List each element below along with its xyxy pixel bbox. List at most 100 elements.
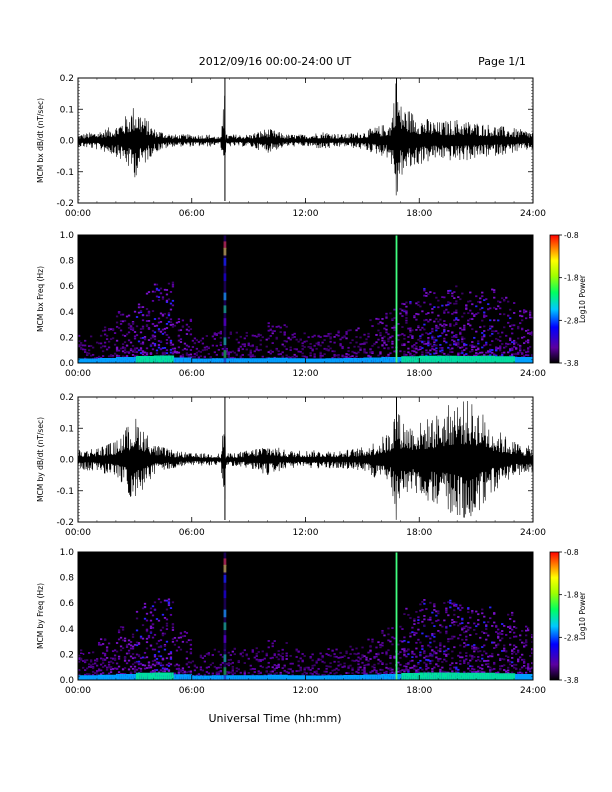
- low-frequency-band: [473, 356, 476, 363]
- spectrogram-cell: [397, 661, 400, 664]
- spectrogram-cell: [305, 340, 308, 343]
- spectrogram-cell: [493, 353, 496, 356]
- spectrogram-cell: [405, 662, 408, 665]
- spectrogram-cell: [137, 643, 141, 645]
- spectrogram-cell: [145, 320, 149, 322]
- spectrogram-cell: [357, 351, 360, 354]
- spectrogram-cell: [433, 344, 436, 347]
- spectrogram-cell: [161, 314, 165, 317]
- spectrogram-cell: [231, 668, 234, 670]
- spectrogram-cell: [357, 660, 360, 663]
- x-tick-label: 00:00: [65, 209, 91, 219]
- low-frequency-band: [361, 675, 364, 680]
- spectrogram-cell: [303, 346, 306, 348]
- spectrogram-cell: [241, 348, 244, 351]
- spectrogram-cell: [163, 353, 167, 355]
- spectrogram-cell: [147, 636, 151, 639]
- spectrogram-cell: [441, 347, 444, 349]
- spectrogram-cell: [343, 655, 346, 657]
- spectrogram-cell: [373, 342, 376, 345]
- spectrogram-cell: [97, 669, 101, 672]
- spectrogram-cell: [457, 343, 460, 346]
- spectrogram-cell: [271, 656, 274, 659]
- spectrogram-cell: [267, 640, 270, 642]
- spectrogram-cell: [363, 667, 366, 669]
- spectrogram-cell: [145, 637, 149, 640]
- low-frequency-band: [237, 358, 240, 363]
- spectrogram-cell: [169, 302, 173, 305]
- spectrogram-cell: [405, 312, 408, 314]
- spectrogram-cell: [281, 343, 284, 346]
- low-frequency-band: [171, 355, 175, 363]
- low-frequency-band: [111, 358, 115, 363]
- spectrogram-cell: [171, 323, 175, 326]
- spectrogram-cell: [181, 349, 185, 351]
- spectrogram-cell: [377, 673, 380, 675]
- spectrogram-cell: [147, 291, 151, 293]
- spectrogram-cell: [137, 663, 141, 666]
- spectrogram-cell: [465, 658, 468, 661]
- low-frequency-band: [305, 675, 308, 680]
- spectrogram-cell: [471, 610, 474, 612]
- spectrogram-cell: [107, 663, 111, 666]
- panel-2: [77, 234, 562, 364]
- spectrogram-cell: [455, 670, 458, 673]
- spectrogram-cell: [149, 630, 153, 633]
- low-frequency-band: [369, 674, 372, 680]
- spectrogram-cell: [99, 357, 103, 359]
- spectrogram-cell: [477, 669, 480, 672]
- spectrogram-cell: [149, 671, 153, 674]
- low-frequency-band: [195, 358, 199, 363]
- spectrogram-cell: [517, 337, 520, 340]
- spectrogram-cell: [313, 664, 316, 667]
- low-frequency-band: [445, 355, 448, 363]
- low-frequency-band: [251, 675, 254, 680]
- low-frequency-band: [189, 674, 193, 680]
- spectrogram-cell: [455, 311, 458, 314]
- spectrogram-cell: [379, 351, 382, 354]
- spectrogram-cell: [131, 329, 135, 331]
- spectrogram-cell: [419, 305, 422, 308]
- low-frequency-band: [113, 674, 117, 680]
- spectrogram-cell: [425, 608, 428, 610]
- spectrogram-cell: [151, 669, 155, 672]
- spectrogram-cell: [483, 299, 486, 302]
- spectrogram-cell: [213, 338, 216, 340]
- spectrogram-cell: [109, 354, 113, 357]
- spectrogram-cell: [135, 629, 139, 632]
- spectrogram-cell: [377, 641, 380, 644]
- low-frequency-band: [371, 357, 374, 363]
- spectrogram-cell: [481, 291, 484, 294]
- spectrogram-cell: [105, 668, 109, 671]
- spectrogram-cell: [301, 653, 304, 655]
- spectrogram-cell: [125, 644, 129, 647]
- spectrogram-cell: [463, 312, 466, 315]
- spectrogram-cell: [441, 625, 444, 628]
- spectrogram-cell: [471, 318, 474, 320]
- spectrogram-cell: [99, 657, 103, 660]
- spectrogram-cell: [511, 341, 514, 344]
- spectrogram-cell: [133, 671, 137, 674]
- low-frequency-band: [231, 358, 234, 363]
- spectrogram-cell: [455, 342, 458, 345]
- spectrogram-cell: [523, 335, 526, 338]
- spectrogram-cell: [187, 661, 191, 664]
- spectrogram-cell: [105, 348, 109, 351]
- low-frequency-band: [269, 674, 272, 680]
- spectrogram-cell: [125, 315, 129, 318]
- spectrogram-cell: [457, 671, 460, 674]
- spectrogram-cell: [439, 350, 442, 353]
- spectrogram-cell: [463, 660, 466, 663]
- low-frequency-band: [227, 358, 230, 363]
- spectrogram-cell: [163, 668, 167, 670]
- spectrogram-cell: [201, 669, 205, 672]
- spectrogram-cell: [189, 648, 193, 650]
- spectrogram-cell: [337, 656, 340, 659]
- spectrogram-cell: [415, 312, 418, 315]
- spectrogram-cell: [153, 654, 157, 656]
- spectrogram-cell: [309, 346, 312, 349]
- spectrogram-cell: [123, 334, 127, 337]
- spectrogram-cell: [369, 649, 372, 652]
- spectrogram-cell: [127, 639, 131, 642]
- spectrogram-cell: [197, 356, 201, 359]
